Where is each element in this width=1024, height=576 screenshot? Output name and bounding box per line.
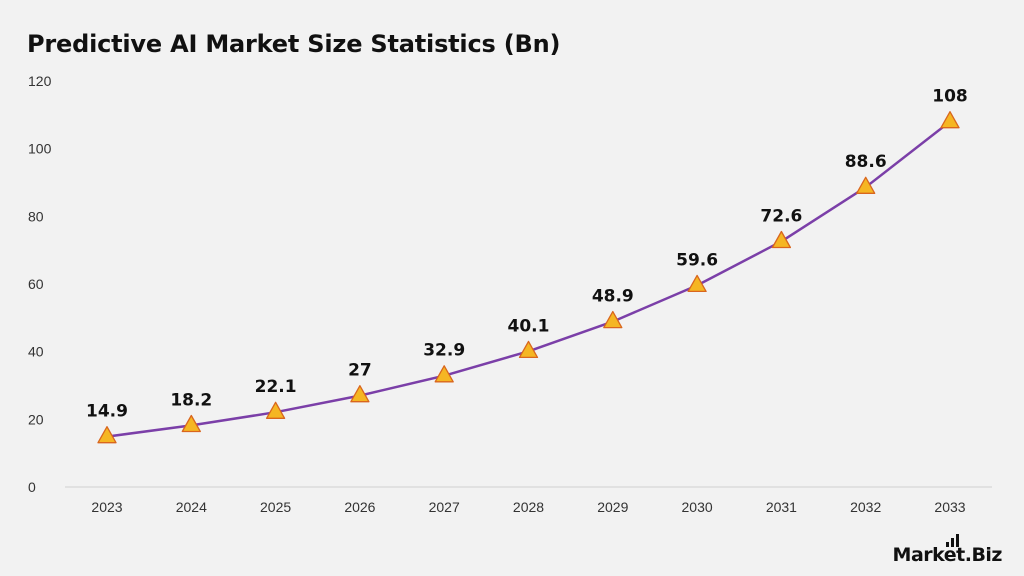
data-point-2023: [97, 426, 117, 444]
data-label-2030: 59.6: [676, 250, 718, 270]
data-label-2028: 40.1: [508, 316, 550, 336]
data-label-2025: 22.1: [255, 377, 297, 397]
y-tick-label-100: 100: [28, 141, 52, 157]
data-point-2032: [856, 176, 876, 194]
x-tick-label-2028: 2028: [513, 499, 544, 515]
data-label-2029: 48.9: [592, 287, 634, 307]
data-point-2024: [181, 414, 201, 433]
x-tick-label-2030: 2030: [682, 499, 713, 515]
x-tick-label-2024: 2024: [176, 499, 207, 515]
x-tick-label-2025: 2025: [260, 499, 291, 515]
x-tick-label-2031: 2031: [766, 499, 797, 515]
brand-logo: Market.Biz: [886, 534, 1003, 566]
y-tick-label-60: 60: [28, 276, 44, 292]
y-tick-label-80: 80: [28, 208, 44, 224]
data-point-2027: [434, 365, 454, 383]
chart-title: Predictive AI Market Size Statistics (Bn…: [27, 30, 561, 58]
data-point-2029: [603, 310, 623, 329]
x-tick-label-2027: 2027: [429, 499, 460, 515]
y-tick-label-20: 20: [28, 411, 44, 427]
y-tick-label-40: 40: [28, 344, 44, 360]
data-label-2033: 108: [932, 87, 968, 107]
data-label-2023: 14.9: [86, 402, 128, 422]
data-label-2032: 88.6: [845, 152, 887, 172]
y-tick-label-0: 0: [28, 479, 36, 495]
data-point-2026: [350, 385, 370, 403]
data-point-2033: [940, 111, 960, 129]
data-point-2030: [687, 274, 707, 293]
data-label-2027: 32.9: [423, 341, 465, 361]
data-label-2031: 72.6: [760, 206, 802, 226]
x-tick-label-2023: 2023: [91, 499, 122, 515]
y-tick-label-120: 120: [28, 73, 52, 89]
x-tick-label-2026: 2026: [344, 499, 375, 515]
data-label-2024: 18.2: [170, 390, 212, 410]
data-point-2028: [518, 340, 539, 359]
data-point-2031: [771, 230, 792, 249]
x-tick-label-2033: 2033: [934, 499, 965, 515]
series-line: [106, 120, 951, 438]
logo-text: Market.Biz: [892, 544, 1003, 566]
data-label-2026: 27: [348, 361, 372, 381]
x-tick-label-2032: 2032: [850, 499, 881, 515]
data-point-2025: [265, 401, 286, 419]
x-tick-label-2029: 2029: [597, 499, 628, 515]
